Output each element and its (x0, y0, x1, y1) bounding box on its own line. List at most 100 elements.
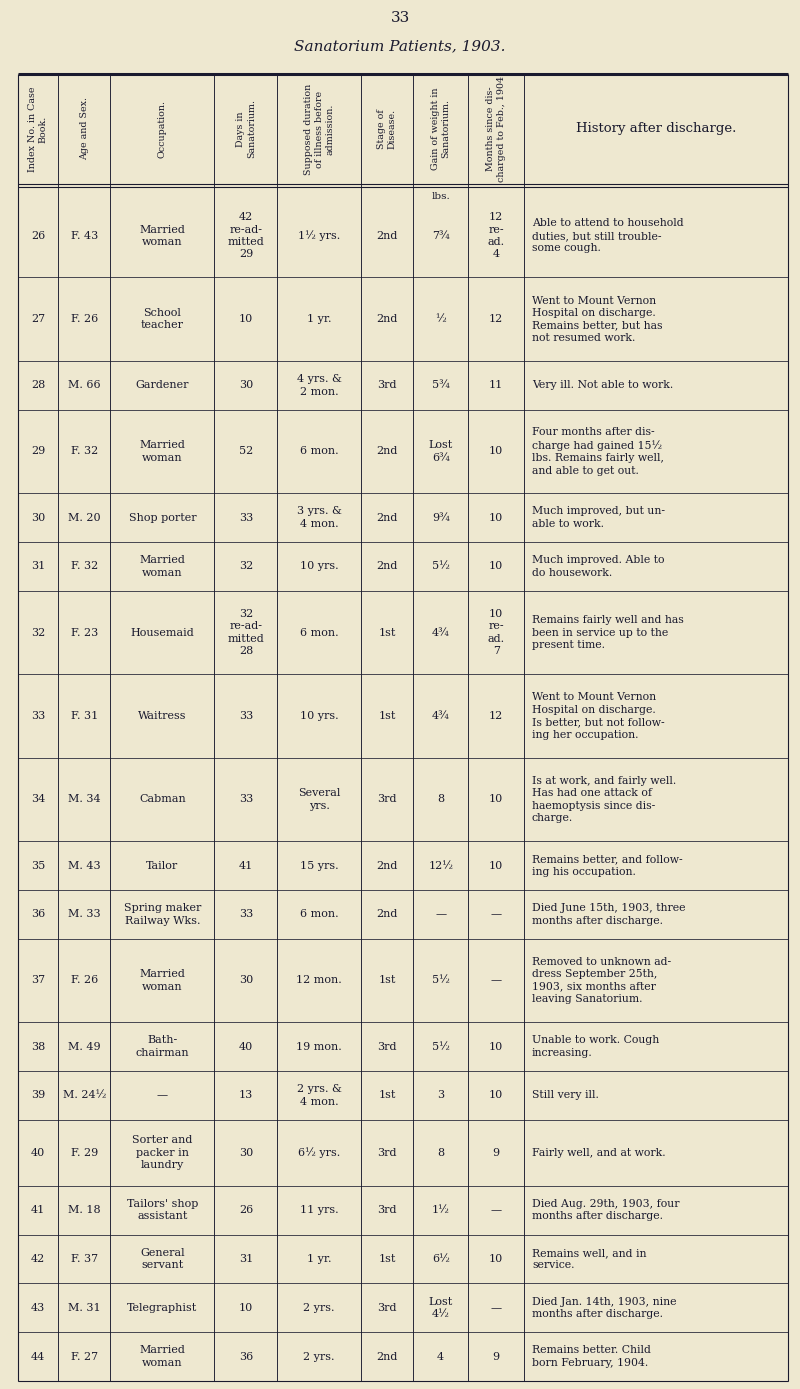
Text: 2nd: 2nd (376, 561, 398, 571)
Text: Telegraphist: Telegraphist (127, 1303, 198, 1313)
Text: M. 34: M. 34 (68, 795, 101, 804)
Text: Much improved. Able to
do housework.: Much improved. Able to do housework. (532, 556, 664, 578)
Text: F. 37: F. 37 (70, 1254, 98, 1264)
Text: Fairly well, and at work.: Fairly well, and at work. (532, 1147, 666, 1158)
Text: 33: 33 (390, 11, 410, 25)
Text: Died June 15th, 1903, three
months after discharge.: Died June 15th, 1903, three months after… (532, 903, 686, 925)
Text: 31: 31 (238, 1254, 253, 1264)
Text: Married
woman: Married woman (139, 1346, 186, 1368)
Text: M. 18: M. 18 (68, 1206, 101, 1215)
Text: F. 27: F. 27 (70, 1351, 98, 1361)
Text: F. 29: F. 29 (70, 1147, 98, 1158)
Text: Went to Mount Vernon
Hospital on discharge.
Is better, but not follow-
ing her o: Went to Mount Vernon Hospital on dischar… (532, 692, 665, 739)
Text: 9: 9 (493, 1147, 500, 1158)
Text: —: — (490, 975, 502, 985)
Text: 10: 10 (489, 861, 503, 871)
Text: Remains fairly well and has
been in service up to the
present time.: Remains fairly well and has been in serv… (532, 615, 684, 650)
Text: 1st: 1st (378, 975, 395, 985)
Text: 5½: 5½ (432, 1042, 450, 1051)
Text: 33: 33 (238, 711, 253, 721)
Text: Months since dis-
charged to Feb., 1904: Months since dis- charged to Feb., 1904 (486, 76, 506, 182)
Text: 28: 28 (31, 381, 45, 390)
Text: 3rd: 3rd (377, 1206, 397, 1215)
Text: 34: 34 (31, 795, 45, 804)
Text: 41: 41 (238, 861, 253, 871)
Text: F. 32: F. 32 (70, 446, 98, 457)
Text: 6½: 6½ (432, 1254, 450, 1264)
Text: Occupation.: Occupation. (158, 100, 167, 158)
Text: 9¾: 9¾ (432, 513, 450, 522)
Text: 4¾: 4¾ (432, 711, 450, 721)
Text: 1st: 1st (378, 628, 395, 638)
Text: Married
woman: Married woman (139, 225, 186, 247)
Text: History after discharge.: History after discharge. (576, 122, 736, 136)
Text: M. 66: M. 66 (68, 381, 101, 390)
Text: F. 32: F. 32 (70, 561, 98, 571)
Text: Remains better, and follow-
ing his occupation.: Remains better, and follow- ing his occu… (532, 854, 682, 876)
Text: Stage of
Disease.: Stage of Disease. (377, 108, 397, 149)
Text: 1½: 1½ (432, 1206, 450, 1215)
Text: 42
re-ad-
mitted
29: 42 re-ad- mitted 29 (227, 213, 264, 260)
Text: 19 mon.: 19 mon. (296, 1042, 342, 1051)
Text: 35: 35 (31, 861, 45, 871)
Text: F. 31: F. 31 (70, 711, 98, 721)
Text: Gain of weight in
Sanatorium.: Gain of weight in Sanatorium. (431, 88, 450, 171)
Text: Died Aug. 29th, 1903, four
months after discharge.: Died Aug. 29th, 1903, four months after … (532, 1199, 679, 1221)
Text: School
teacher: School teacher (141, 308, 184, 331)
Text: 7¾: 7¾ (432, 231, 450, 240)
Text: Bath-
chairman: Bath- chairman (135, 1035, 189, 1058)
Text: 43: 43 (31, 1303, 45, 1313)
Text: Supposed duration
of illness before
admission.: Supposed duration of illness before admi… (304, 83, 334, 175)
Text: Went to Mount Vernon
Hospital on discharge.
Remains better, but has
not resumed : Went to Mount Vernon Hospital on dischar… (532, 296, 662, 343)
Text: Shop porter: Shop porter (129, 513, 196, 522)
Text: 30: 30 (238, 1147, 253, 1158)
Text: 44: 44 (31, 1351, 45, 1361)
Text: 3rd: 3rd (377, 1042, 397, 1051)
Text: 12 mon.: 12 mon. (296, 975, 342, 985)
Text: Tailors' shop
assistant: Tailors' shop assistant (126, 1199, 198, 1221)
Text: Sorter and
packer in
laundry: Sorter and packer in laundry (132, 1135, 193, 1171)
Text: 2nd: 2nd (376, 314, 398, 324)
Text: 3rd: 3rd (377, 795, 397, 804)
Text: 2nd: 2nd (376, 446, 398, 457)
Text: General
servant: General servant (140, 1247, 185, 1271)
Text: Waitress: Waitress (138, 711, 186, 721)
Text: 33: 33 (238, 513, 253, 522)
Text: lbs.: lbs. (431, 193, 450, 201)
Text: Cabman: Cabman (139, 795, 186, 804)
Text: M. 43: M. 43 (68, 861, 101, 871)
Text: Unable to work. Cough
increasing.: Unable to work. Cough increasing. (532, 1035, 659, 1058)
Text: 1 yr.: 1 yr. (307, 314, 331, 324)
Text: 6 mon.: 6 mon. (300, 446, 338, 457)
Text: Remains well, and in
service.: Remains well, and in service. (532, 1247, 646, 1271)
Text: Gardener: Gardener (136, 381, 189, 390)
Text: 26: 26 (238, 1206, 253, 1215)
Text: 5¾: 5¾ (432, 381, 450, 390)
Text: 2nd: 2nd (376, 910, 398, 920)
Text: Married
woman: Married woman (139, 556, 186, 578)
Text: Married
woman: Married woman (139, 440, 186, 463)
Text: 10: 10 (489, 1254, 503, 1264)
Text: Four months after dis-
charge had gained 15½
lbs. Remains fairly well,
and able : Four months after dis- charge had gained… (532, 428, 664, 475)
Text: 6 mon.: 6 mon. (300, 628, 338, 638)
Text: 12
re-
ad.
4: 12 re- ad. 4 (488, 213, 505, 260)
Text: 9: 9 (493, 1351, 500, 1361)
Text: —: — (490, 1206, 502, 1215)
Text: 11: 11 (489, 381, 503, 390)
Text: Tailor: Tailor (146, 861, 178, 871)
Text: Remains better. Child
born February, 1904.: Remains better. Child born February, 190… (532, 1346, 650, 1368)
Text: 2 yrs. &
4 mon.: 2 yrs. & 4 mon. (297, 1085, 342, 1107)
Text: F. 23: F. 23 (70, 628, 98, 638)
Text: Days in
Sanatorium.: Days in Sanatorium. (236, 100, 256, 158)
Text: 1½ yrs.: 1½ yrs. (298, 231, 340, 242)
Text: Married
woman: Married woman (139, 970, 186, 992)
Text: 11 yrs.: 11 yrs. (300, 1206, 338, 1215)
Text: 10: 10 (238, 314, 253, 324)
Text: 36: 36 (238, 1351, 253, 1361)
Text: —: — (490, 1303, 502, 1313)
Text: Index No. in Case
Book.: Index No. in Case Book. (28, 86, 48, 172)
Text: —: — (435, 910, 446, 920)
Text: 2 yrs.: 2 yrs. (303, 1351, 335, 1361)
Text: F. 26: F. 26 (70, 314, 98, 324)
Text: Is at work, and fairly well.
Has had one attack of
haemoptysis since dis-
charge: Is at work, and fairly well. Has had one… (532, 776, 676, 824)
